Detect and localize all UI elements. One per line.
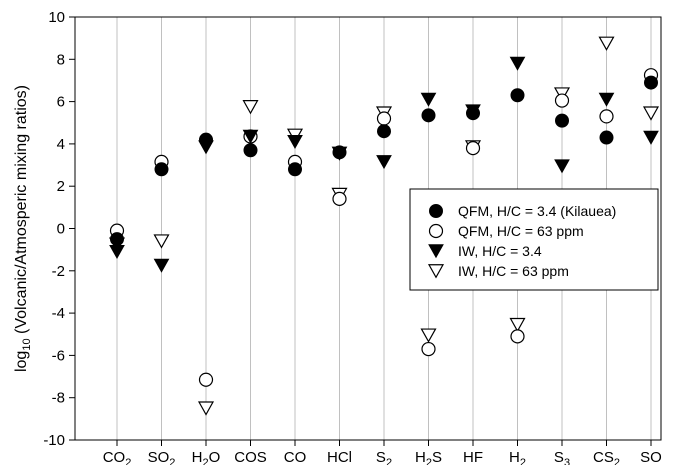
y-tick-label: 0 [57,221,65,238]
x-tick-label: HCl [327,449,352,465]
legend-marker [429,204,443,218]
data-point [153,234,170,249]
data-point [242,129,259,144]
legend-marker [428,244,444,259]
data-point [509,56,526,71]
data-point [599,130,614,145]
data-point [554,159,570,174]
y-tick-label: 6 [57,94,65,111]
data-point [377,124,391,139]
legend-box [409,188,659,291]
y-axis: -10 -8 -6 -4 -2 0 2 4 6 8 10 [43,9,75,449]
data-point [197,401,215,416]
data-point [555,113,569,128]
data-point [510,329,525,344]
x-tick-label: CO [284,449,307,465]
data-point [242,100,259,115]
y-tick-label: -8 [52,390,65,407]
x-tick-label: COS [234,449,267,465]
x-tick-label: HF [463,449,483,465]
data-point [376,155,392,170]
data-point [599,109,614,124]
x-axis: CO2SO2H2OCOSCOHClS2H2SHFH2S3CS2SOS4 [103,440,662,465]
legend-marker [427,264,445,279]
data-point [510,88,525,103]
y-tick-label: -6 [52,347,65,364]
legend-label: IW, H/C = 3.4 [458,243,542,259]
data-point [288,162,302,177]
y-tick-label: -10 [43,432,65,449]
legend-label: QFM, H/C = 3.4 (Kilauea) [458,203,616,219]
data-point [643,130,659,145]
x-tick-label: S3 [554,449,570,465]
y-tick-label: 10 [48,9,65,26]
data-point [644,75,658,90]
x-tick-label: SO2 [148,449,176,465]
y-axis-title: log10 (Volcanic/Atmosperic mixing ratios… [13,85,33,372]
legend-label: IW, H/C = 63 ppm [458,263,569,279]
data-point [198,372,214,387]
x-tick-label: SO [640,449,662,465]
data-point [642,106,660,121]
data-point [110,232,124,247]
data-point [509,317,526,333]
data-point [243,143,258,158]
data-point [376,111,392,126]
data-point [153,258,170,273]
y-tick-label: -4 [52,305,65,322]
x-tick-label: CS2 [593,449,620,465]
y-tick-label: 4 [57,136,65,153]
data-point [421,341,436,357]
data-point [420,328,437,343]
x-tick-label: S2 [376,449,392,465]
data-point [598,92,615,107]
data-point [420,92,437,107]
data-point [332,145,347,160]
data-point [598,36,615,51]
data-point [332,191,347,206]
x-tick-label: H2O [192,449,221,465]
data-point [109,245,125,260]
y-tick-label: 8 [57,51,65,68]
data-point [421,108,436,123]
data-point [554,93,570,108]
legend: QFM, H/C = 3.4 (Kilauea) QFM, H/C = 63 pp… [409,188,659,291]
data-point [466,106,480,121]
x-tick-label: H2S [415,449,442,465]
legend-label: QFM, H/C = 63 ppm [458,223,584,239]
data-point [287,135,303,150]
x-tick-label: H2 [509,449,526,465]
x-tick-label: CO2 [103,449,132,465]
data-points [108,36,660,416]
y-tick-label: 2 [57,178,65,195]
data-point [199,132,213,147]
y-tick-label: -2 [52,263,65,280]
data-point [154,162,169,177]
legend-marker [428,223,444,239]
data-point [465,141,481,156]
